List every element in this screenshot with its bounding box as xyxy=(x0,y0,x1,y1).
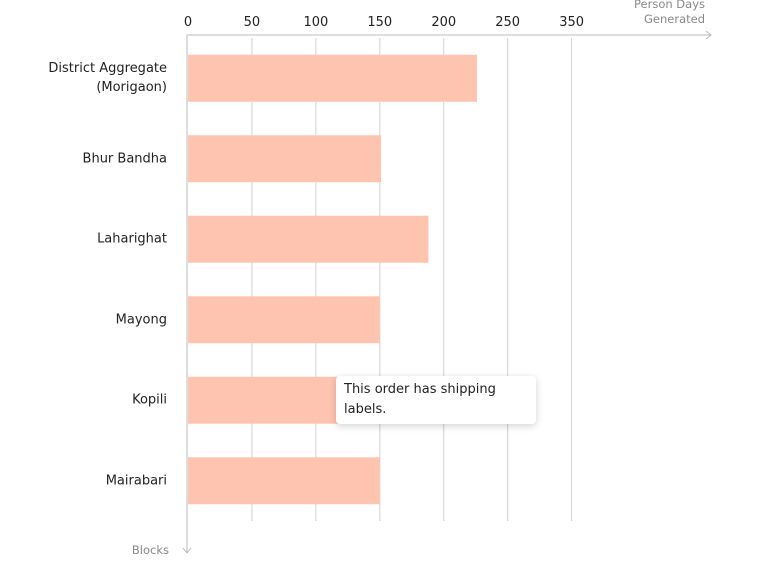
x-axis-arrow xyxy=(705,30,712,40)
y-tick-label: Laharighat xyxy=(97,231,167,247)
y-tick-label: Bhur Bandha xyxy=(82,151,167,167)
x-tick-label: 50 xyxy=(243,15,261,30)
bar xyxy=(188,54,477,102)
y-axis-arrow xyxy=(182,547,192,554)
bar xyxy=(188,215,429,263)
x-tick-label: 100 xyxy=(303,15,329,30)
bar xyxy=(188,457,380,505)
x-tick-label: 200 xyxy=(431,15,457,30)
y-axis-label: Blocks xyxy=(131,543,169,557)
x-tick-label: 250 xyxy=(495,15,521,30)
y-tick-label: District Aggregate (Morigaon) xyxy=(48,61,167,96)
y-tick-label: Mayong xyxy=(115,312,167,328)
bar xyxy=(188,135,382,183)
bar xyxy=(188,296,380,344)
x-tick-label: 350 xyxy=(559,15,585,30)
y-tick-label: Kopili xyxy=(132,392,167,408)
x-tick-label: 0 xyxy=(183,15,193,30)
x-tick-label: 150 xyxy=(367,15,393,30)
y-tick-label: Mairabari xyxy=(105,473,167,489)
tooltip: This order has shipping labels. xyxy=(336,376,536,424)
x-axis-label: Person Days Generated xyxy=(634,0,705,26)
